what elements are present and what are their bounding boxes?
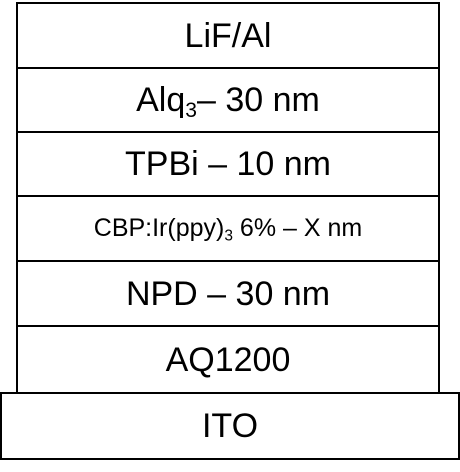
layer-npd-label: NPD – 30 nm [125, 274, 331, 313]
layer-cbp-material: CBP:Ir(ppy) [93, 214, 225, 242]
layer-lif-al: LiF/Al [16, 2, 440, 69]
layer-ito-label: ITO [201, 407, 259, 445]
layer-cbp-label: CBP:Ir(ppy)3 6% – X nm [93, 214, 363, 245]
layer-alq3-label: Alq3– 30 nm [136, 81, 320, 121]
layer-tpbi-label: TPBi – 10 nm [125, 145, 331, 183]
layer-alq3-thickness: – 30 nm [197, 81, 320, 119]
layer-ito: ITO [0, 392, 460, 460]
layer-cbp-subscript: 3 [224, 227, 233, 245]
layer-aq1200: AQ1200 [16, 325, 440, 394]
layer-alq3-subscript: 3 [185, 98, 197, 122]
layer-aq1200-label: AQ1200 [165, 340, 291, 379]
layer-npd: NPD – 30 nm [16, 260, 440, 327]
layer-cbp-irppy3: CBP:Ir(ppy)3 6% – X nm [16, 195, 440, 262]
layer-alq3-material: Alq [136, 81, 186, 119]
layer-alq3: Alq3– 30 nm [16, 67, 440, 133]
layer-cbp-doping: 6% – X nm [232, 214, 363, 242]
layer-lif-al-label: LiF/Al [184, 16, 272, 55]
layer-tpbi: TPBi – 10 nm [16, 131, 440, 197]
